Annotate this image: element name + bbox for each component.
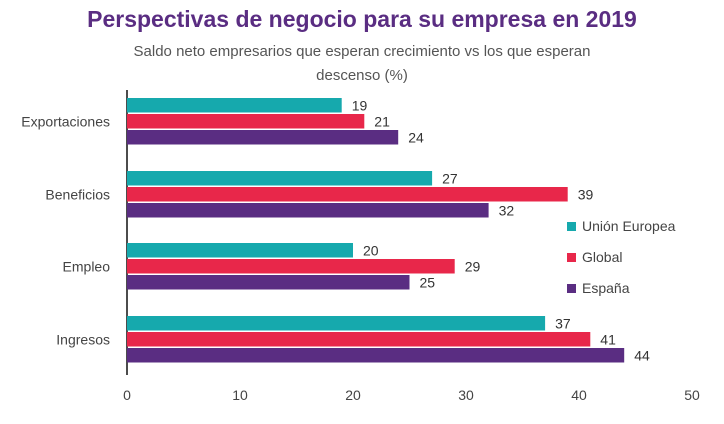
data-label-beneficios-espana: 32 — [499, 202, 515, 218]
legend-swatch-union-europea — [567, 222, 576, 231]
bar-empleo-espana — [127, 275, 410, 290]
x-tick-label-50: 50 — [684, 387, 700, 403]
bar-exportaciones-global — [127, 114, 365, 129]
data-label-exportaciones-global: 21 — [374, 113, 390, 129]
x-tick-label-30: 30 — [458, 387, 474, 403]
legend-label-espana: España — [582, 280, 630, 296]
data-label-exportaciones-espana: 24 — [408, 129, 424, 145]
bar-ingresos-espana — [127, 348, 625, 363]
category-label-empleo: Empleo — [63, 258, 111, 274]
bar-empleo-union-europea — [127, 243, 353, 258]
bar-beneficios-espana — [127, 203, 489, 218]
category-label-exportaciones: Exportaciones — [21, 113, 110, 129]
chart-subtitle: Saldo neto empresarios que esperan creci… — [133, 43, 591, 84]
bar-ingresos-union-europea — [127, 316, 546, 331]
legend-label-global: Global — [582, 249, 622, 265]
category-label-beneficios: Beneficios — [45, 186, 110, 202]
data-label-empleo-espana: 25 — [420, 274, 436, 290]
bar-exportaciones-espana — [127, 130, 399, 145]
data-label-ingresos-espana: 44 — [634, 347, 650, 363]
data-label-exportaciones-union-europea: 19 — [352, 97, 368, 113]
bar-beneficios-global — [127, 187, 568, 202]
data-label-beneficios-global: 39 — [578, 186, 594, 202]
legend-swatch-espana — [567, 284, 576, 293]
data-label-ingresos-global: 41 — [600, 331, 616, 347]
bar-beneficios-union-europea — [127, 171, 433, 186]
bar-ingresos-global — [127, 332, 591, 347]
data-label-empleo-global: 29 — [465, 258, 481, 274]
x-tick-label-20: 20 — [345, 387, 361, 403]
legend-label-union-europea: Unión Europea — [582, 218, 676, 234]
bar-empleo-global — [127, 259, 455, 274]
x-tick-label-40: 40 — [571, 387, 587, 403]
chart-title: Perspectivas de negocio para su empresa … — [87, 6, 637, 32]
x-tick-label-0: 0 — [123, 387, 131, 403]
legend-swatch-global — [567, 253, 576, 262]
data-label-empleo-union-europea: 20 — [363, 242, 379, 258]
category-label-ingresos: Ingresos — [56, 331, 110, 347]
data-label-beneficios-union-europea: 27 — [442, 170, 458, 186]
x-tick-label-10: 10 — [232, 387, 248, 403]
bar-exportaciones-union-europea — [127, 98, 342, 113]
data-label-ingresos-union-europea: 37 — [555, 315, 571, 331]
